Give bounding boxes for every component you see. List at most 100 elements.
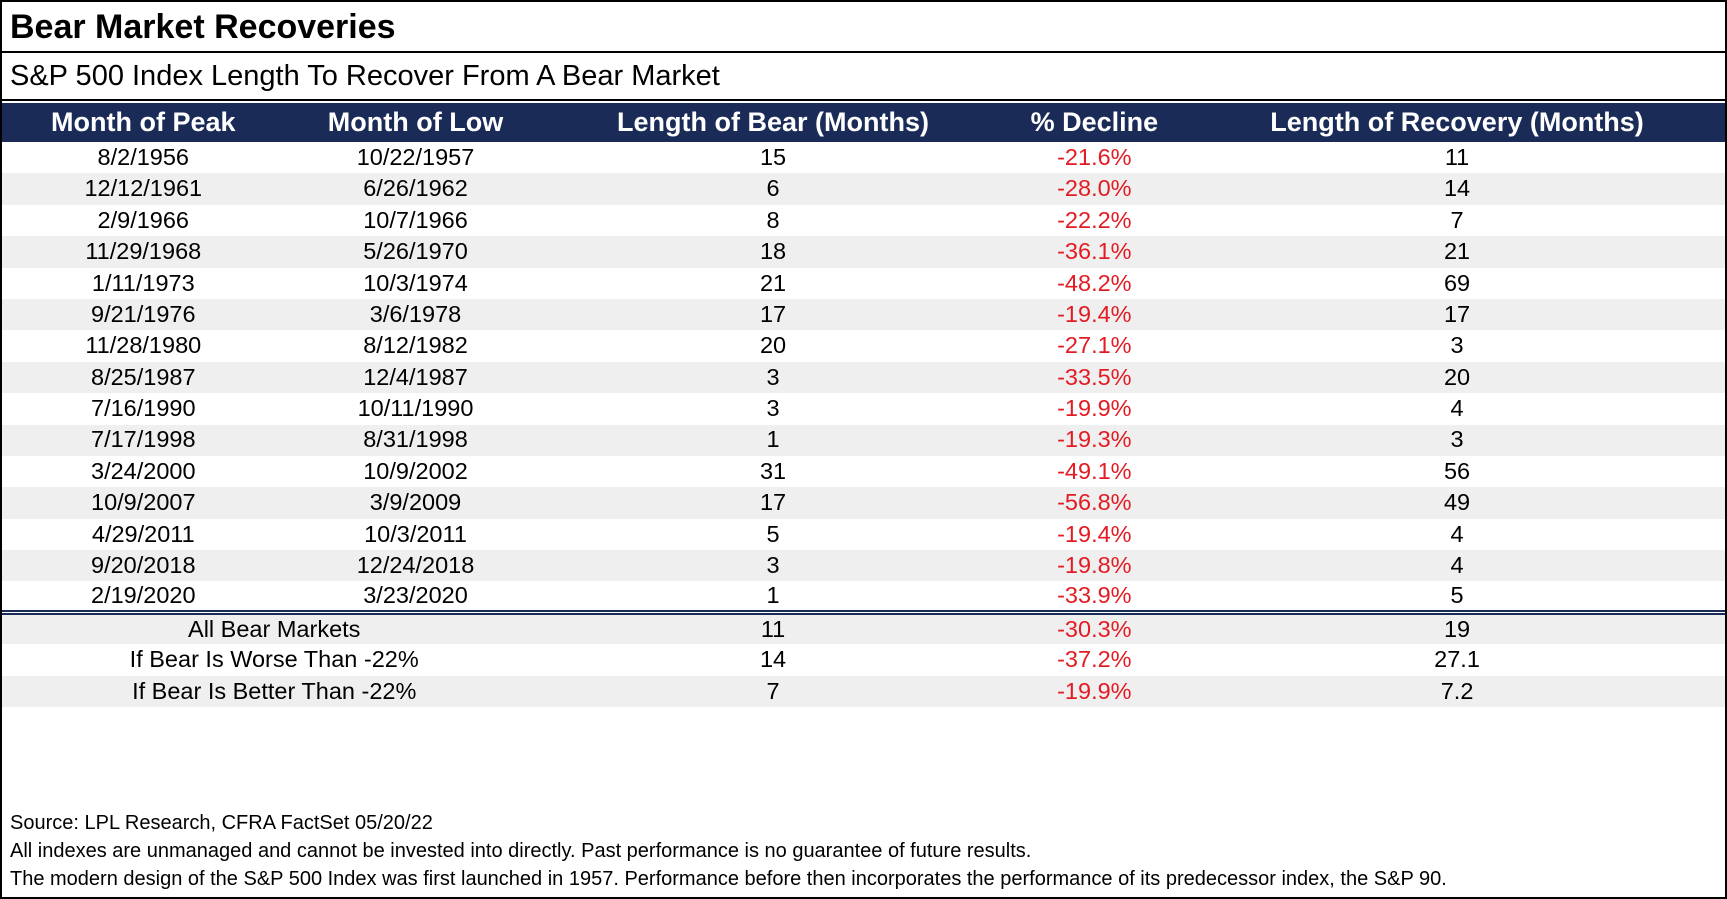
cell-length-of-recovery: 27.1	[1434, 646, 1480, 673]
cell-month-of-peak: 11/28/1980	[85, 332, 202, 359]
cell-pct-decline: -36.1%	[1057, 238, 1132, 265]
cell-length-of-bear: 3	[766, 363, 780, 390]
cell-length-of-bear: 6	[766, 175, 780, 202]
table-row: 3/24/2000 10/9/2002 31 -49.1% 56	[2, 456, 1725, 487]
cell-month-of-low: 8/12/1982	[363, 332, 468, 359]
cell-length-of-bear: 3	[766, 552, 780, 579]
table-row: 10/9/2007 3/9/2009 17 -56.8% 49	[2, 487, 1725, 519]
cell-pct-decline: -37.2%	[1057, 646, 1132, 673]
table-row: 4/29/2011 10/3/2011 5 -19.4% 4	[2, 519, 1725, 550]
table-row: 12/12/1961 6/26/1962 6 -28.0% 14	[2, 173, 1725, 205]
cell-pct-decline: -30.3%	[999, 610, 1190, 645]
table-row: 11/28/1980 8/12/1982 20 -27.1% 3	[2, 330, 1725, 361]
cell-month-of-low: 12/4/1987	[363, 363, 468, 390]
cell-pct-decline: -56.8%	[1057, 489, 1132, 516]
cell-month-of-low: 8/31/1998	[363, 426, 468, 453]
table-row: 7/16/1990 10/11/1990 3 -19.9% 4	[2, 393, 1725, 424]
cell-length-of-bear: 17	[759, 300, 787, 327]
table-row: 2/9/1966 10/7/1966 8 -22.2% 7	[2, 205, 1725, 236]
cell-length-of-recovery: 19	[1189, 610, 1725, 645]
cell-length-of-bear: 5	[766, 520, 780, 547]
cell-length-of-recovery: 17	[1443, 300, 1471, 327]
cell-length-of-recovery: 14	[1443, 175, 1471, 202]
cell-month-of-low: 10/7/1966	[363, 206, 468, 233]
summary-label: If Bear Is Worse Than -22%	[129, 646, 419, 673]
cell-month-of-peak: 3/24/2000	[91, 457, 196, 484]
cell-length-of-bear: 21	[759, 269, 787, 296]
source-line: Source: LPL Research, CFRA FactSet 05/20…	[10, 812, 433, 834]
cell-length-of-bear: 1	[766, 582, 780, 609]
cell-length-of-recovery: 7	[1450, 206, 1464, 233]
cell-month-of-low: 6/26/1962	[363, 175, 468, 202]
cell-pct-decline: -49.1%	[1057, 457, 1132, 484]
cell-month-of-peak: 8/2/1956	[97, 143, 190, 170]
cell-length-of-recovery: 21	[1443, 238, 1471, 265]
cell-month-of-low: 10/3/1974	[363, 269, 468, 296]
cell-length-of-recovery: 20	[1443, 363, 1471, 390]
cell-month-of-peak: 9/20/2018	[91, 552, 196, 579]
cell-month-of-peak: 11/29/1968	[85, 238, 202, 265]
cell-pct-decline: -19.4%	[1057, 520, 1132, 547]
cell-length-of-bear: 15	[759, 143, 787, 170]
cell-month-of-peak: 2/9/1966	[97, 206, 190, 233]
cell-month-of-low: 10/9/2002	[363, 457, 468, 484]
table-row: 2/19/2020 3/23/2020 1 -33.9% 5	[2, 581, 1725, 612]
cell-length-of-bear: 31	[759, 457, 787, 484]
index-history-line: The modern design of the S&P 500 Index w…	[10, 868, 1447, 890]
cell-length-of-bear: 3	[766, 395, 780, 422]
cell-month-of-low: 10/11/1990	[357, 395, 474, 422]
table-row: 9/20/2018 12/24/2018 3 -19.8% 4	[2, 550, 1725, 582]
cell-length-of-recovery: 7.2	[1440, 677, 1474, 704]
summary-label: All Bear Markets	[2, 610, 547, 645]
cell-pct-decline: -48.2%	[1057, 269, 1132, 296]
cell-pct-decline: -19.9%	[1057, 677, 1132, 704]
cell-length-of-bear: 20	[759, 332, 787, 359]
cell-length-of-recovery: 11	[1444, 143, 1470, 170]
cell-length-of-bear: 18	[759, 238, 787, 265]
column-header-month-of-peak: Month of Peak	[2, 103, 285, 142]
summary-label: If Bear Is Better Than -22%	[132, 677, 417, 704]
cell-month-of-low: 5/26/1970	[363, 238, 468, 265]
cell-month-of-low: 10/22/1957	[356, 143, 475, 170]
cell-month-of-peak: 4/29/2011	[91, 520, 195, 547]
column-header-month-of-low: Month of Low	[284, 103, 547, 142]
cell-pct-decline: -19.9%	[1057, 395, 1132, 422]
table-header-row: Month of Peak Month of Low Length of Bea…	[2, 103, 1725, 142]
cell-month-of-peak: 8/25/1987	[91, 363, 196, 390]
column-header-length-of-recovery: Length of Recovery (Months)	[1189, 103, 1725, 142]
cell-pct-decline: -19.3%	[1057, 426, 1132, 453]
cell-length-of-bear: 14	[759, 646, 787, 673]
page-subtitle: S&P 500 Index Length To Recover From A B…	[2, 53, 1725, 101]
cell-month-of-peak: 12/12/1961	[84, 175, 203, 202]
column-header-pct-decline: % Decline	[999, 103, 1190, 142]
cell-length-of-recovery: 5	[1450, 582, 1464, 609]
footnotes: Source: LPL Research, CFRA FactSet 05/20…	[2, 809, 1725, 893]
cell-month-of-low: 3/23/2020	[363, 582, 468, 609]
page-title: Bear Market Recoveries	[2, 2, 1725, 53]
cell-month-of-peak: 9/21/1976	[91, 300, 196, 327]
cell-pct-decline: -21.6%	[1057, 143, 1132, 170]
cell-length-of-bear: 1	[766, 426, 780, 453]
cell-month-of-peak: 2/19/2020	[91, 582, 196, 609]
cell-length-of-recovery: 49	[1443, 489, 1471, 516]
cell-month-of-low: 12/24/2018	[356, 552, 475, 579]
cell-length-of-bear: 17	[759, 489, 787, 516]
cell-month-of-low: 3/6/1978	[369, 300, 462, 327]
cell-month-of-peak: 1/11/1973	[91, 269, 195, 296]
cell-month-of-peak: 7/16/1990	[91, 395, 196, 422]
table-body: 8/2/1956 10/22/1957 15 -21.6% 11 12/12/1961 6/…	[2, 142, 1725, 708]
cell-pct-decline: -19.4%	[1057, 300, 1132, 327]
cell-month-of-peak: 7/17/1998	[91, 426, 196, 453]
cell-length-of-recovery: 4	[1450, 552, 1464, 579]
column-header-length-of-bear: Length of Bear (Months)	[546, 103, 1000, 142]
cell-pct-decline: -22.2%	[1057, 206, 1132, 233]
summary-row: If Bear Is Better Than -22% 7 -19.9% 7.2	[2, 675, 1725, 708]
summary-row: All Bear Markets 11 -30.3% 19	[2, 610, 1725, 645]
cell-pct-decline: -33.9%	[1057, 582, 1132, 609]
table-row: 1/11/1973 10/3/1974 21 -48.2% 69	[2, 268, 1725, 299]
cell-length-of-recovery: 4	[1450, 520, 1464, 547]
disclaimer-line: All indexes are unmanaged and cannot be …	[10, 840, 1032, 862]
cell-length-of-recovery: 3	[1450, 426, 1464, 453]
cell-month-of-peak: 10/9/2007	[91, 489, 196, 516]
